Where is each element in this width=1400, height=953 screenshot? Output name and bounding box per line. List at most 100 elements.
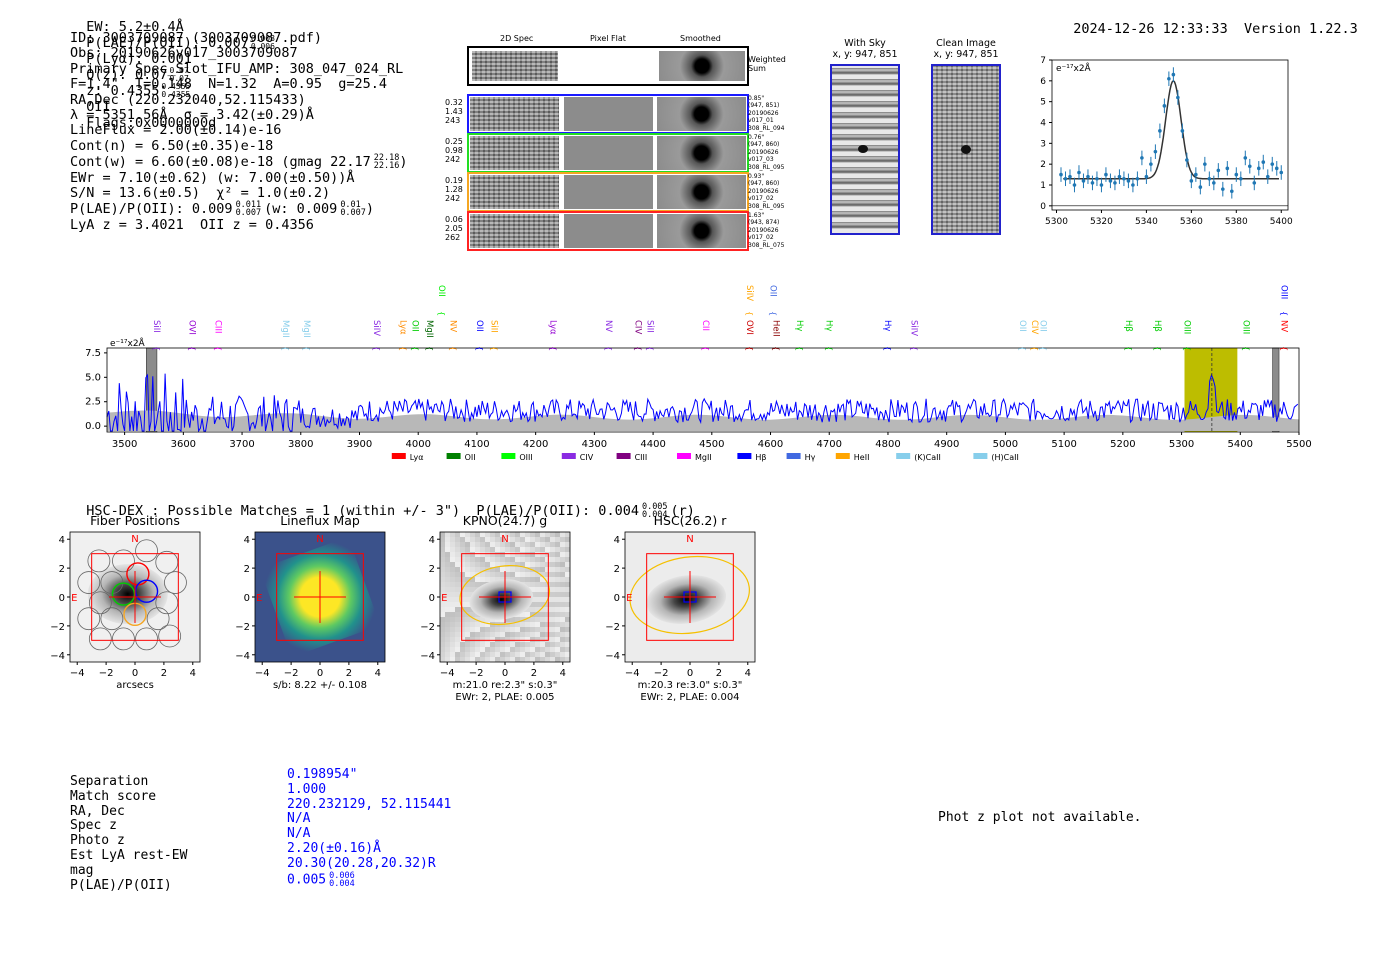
- image-pixel: [550, 642, 555, 647]
- cutout-row-meta-line: 20190626: [748, 148, 779, 156]
- legend-label: MgII: [695, 453, 712, 462]
- spectrum-frame: [106, 347, 1300, 433]
- image-pixel: [530, 622, 535, 627]
- spectral-line-brace: {: [302, 346, 311, 351]
- fit-data-point: [1216, 168, 1221, 173]
- image-pixel: [510, 572, 515, 577]
- cutout-2d-spec: [470, 136, 559, 170]
- panel-x-tick-label: 0: [317, 668, 323, 679]
- panel-y-tick-label: −2: [235, 622, 250, 633]
- image-pixel: [500, 562, 505, 567]
- image-pixel: [555, 637, 560, 642]
- cutout-2d-spec: [470, 97, 559, 131]
- image-pixel: [510, 567, 515, 572]
- info-sn: S/N = 13.6(±0.5) χ² = 1.0(±0.2): [70, 185, 331, 202]
- image-pixel: [440, 622, 445, 627]
- match-label: Match score: [70, 788, 157, 804]
- image-pixel: [465, 597, 470, 602]
- image-pixel: [520, 612, 525, 617]
- image-pixel: [445, 592, 450, 597]
- cutout-row-meta-line: 0.93": [748, 173, 765, 180]
- fit-data-point: [1194, 172, 1198, 177]
- panel-x-tick-label: −2: [469, 668, 484, 679]
- image-pixel: [565, 557, 570, 562]
- image-pixel: [530, 632, 535, 637]
- image-pixel: [535, 642, 540, 647]
- image-pixel: [555, 587, 560, 592]
- image-pixel: [560, 532, 565, 537]
- image-pixel: [550, 637, 555, 642]
- image-pixel: [455, 632, 460, 637]
- image-pixel: [535, 537, 540, 542]
- spectral-line-brace: {: [634, 346, 643, 351]
- image-pixel: [470, 532, 475, 537]
- spectrum-x-tick-label: 4100: [464, 439, 489, 450]
- fit-data-point: [1261, 160, 1266, 164]
- image-pixel: [505, 572, 510, 577]
- fit-data-point: [1126, 179, 1131, 183]
- image-pixel: [530, 577, 535, 582]
- panel-y-tick-label: 2: [614, 564, 620, 575]
- legend-swatch: [835, 453, 850, 459]
- image-pixel: [495, 547, 500, 552]
- image-pixel: [505, 627, 510, 632]
- spectrum-x-tick-label: 3900: [347, 439, 372, 450]
- image-pixel: [445, 612, 450, 617]
- cutout-row-meta-line: 308_RL_095: [748, 202, 785, 210]
- spectrum-x-tick-label: 5200: [1110, 439, 1135, 450]
- image-pixel: [535, 542, 540, 547]
- image-pixel: [465, 642, 470, 647]
- image-pixel: [490, 577, 495, 582]
- header-qz-sub: 0.07: [169, 74, 189, 83]
- image-pixel: [520, 552, 525, 557]
- image-pixel: [555, 652, 560, 657]
- image-pixel: [525, 557, 530, 562]
- image-pixel: [495, 652, 500, 657]
- cutout-row-meta-line: v017_03: [748, 156, 774, 164]
- image-pixel: [550, 647, 555, 652]
- image-pixel: [565, 622, 570, 627]
- hsc-dex-text: HSC-DEX : Possible Matches = 1 (within +…: [86, 503, 639, 519]
- image-pixel: [550, 607, 555, 612]
- image-pixel: [475, 652, 480, 657]
- image-pixel: [545, 532, 550, 537]
- image-pixel: [460, 622, 465, 627]
- image-pixel: [475, 647, 480, 652]
- search-box: [91, 553, 179, 641]
- image-pixel: [525, 547, 530, 552]
- spectral-line-brace: {: [1153, 346, 1162, 351]
- image-pixel: [540, 602, 545, 607]
- panel-x-tick-label: 4: [375, 668, 381, 679]
- spectral-line-brace: {: [883, 346, 892, 351]
- spectral-line-label: MgII: [301, 320, 311, 338]
- clean-image-xy: x, y: 947, 851: [933, 49, 999, 60]
- panel-x-tick-label: −4: [440, 668, 455, 679]
- image-pixel: [450, 617, 455, 622]
- image-pixel: [510, 652, 515, 657]
- fit-y-tick-label: 5: [1040, 98, 1046, 108]
- image-pixel: [440, 552, 445, 557]
- photz-note: Phot z plot not available.: [938, 810, 1142, 825]
- image-pixel: [465, 537, 470, 542]
- info-contw-row: Cont(w) = 6.60(±0.08)e-18 (gmag 22.17 22.…: [70, 154, 407, 171]
- north-label: N: [501, 534, 508, 545]
- spectrum-x-tick-label: 4700: [817, 439, 842, 450]
- cutout-header-2dspec: 2D Spec: [500, 34, 534, 43]
- image-pixel: [455, 592, 460, 597]
- image-pixel: [445, 552, 450, 557]
- image-pixel: [550, 537, 555, 542]
- cutout-row-meta-line: 0.76": [748, 134, 765, 141]
- cutout-row-value: 0.32: [445, 98, 463, 107]
- east-label: E: [256, 593, 262, 604]
- match-plae-stack: 0.006 0.004: [329, 871, 355, 888]
- cutout-row-value: 262: [445, 233, 461, 242]
- hsc-dex-summary: HSC-DEX : Possible Matches = 1 (within +…: [70, 487, 695, 520]
- fiber-circle: [164, 571, 187, 594]
- image-pixel: [460, 572, 465, 577]
- fit-data-point: [1068, 174, 1072, 179]
- cutout-row-meta-line: 20190626: [748, 187, 779, 195]
- image-pixel: [560, 607, 565, 612]
- image-pixel: [560, 632, 565, 637]
- image-pixel: [560, 577, 565, 582]
- info-id: ID: 3003709087 (3003709087.pdf): [70, 30, 322, 46]
